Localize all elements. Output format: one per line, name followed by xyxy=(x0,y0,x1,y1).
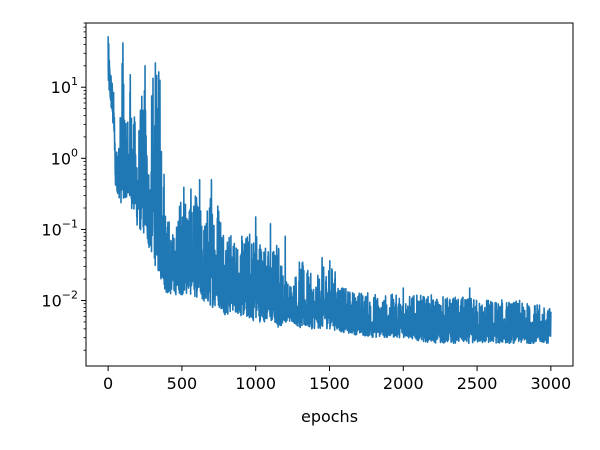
x-axis-label: epochs xyxy=(301,407,358,426)
x-tick-label-0: 0 xyxy=(103,374,113,393)
x-tick-label-1500: 1500 xyxy=(309,374,350,393)
x-tick-label-2000: 2000 xyxy=(383,374,424,393)
y-tick-label: 10−1 xyxy=(41,217,78,239)
y-tick-label: 101 xyxy=(51,75,78,97)
x-tick-label-3000: 3000 xyxy=(531,374,572,393)
series-line xyxy=(107,36,552,345)
y-tick-label: 10−2 xyxy=(41,289,78,311)
x-tick-label-1000: 1000 xyxy=(235,374,276,393)
y-tick-label: 100 xyxy=(51,146,78,168)
x-tick-label-500: 500 xyxy=(167,374,198,393)
x-tick-label-2500: 2500 xyxy=(457,374,498,393)
